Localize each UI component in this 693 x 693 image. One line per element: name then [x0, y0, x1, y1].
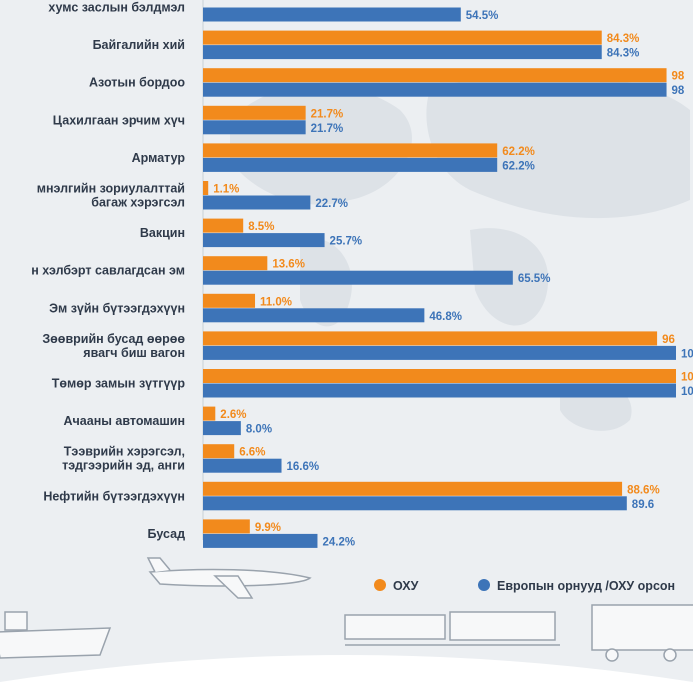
bar-europe [203, 157, 498, 172]
airplane-icon [146, 557, 312, 599]
value-label-russia: 88.6% [627, 484, 660, 496]
ship-icon [0, 611, 112, 659]
value-label-russia: 8.5% [248, 221, 274, 233]
category-label: мнэлгийн зориулалттай багаж хэрэгсэл [37, 182, 185, 210]
bar-russia [203, 256, 268, 271]
chart-legend: ОХУ Европын орнууд /ОХУ орсон [374, 579, 675, 593]
legend-russia-label: ОХУ [393, 579, 419, 593]
category-label: Зөөврийн бусад өөрөө явагч биш вагон [42, 332, 185, 360]
category-label: Нефтийн бүтээгдэхүүн [43, 489, 185, 503]
value-label-europe: 10 [681, 386, 693, 398]
category-label: Арматур [132, 151, 186, 165]
category-label: Бусад [148, 527, 186, 541]
value-label-russia: 98 [672, 71, 685, 83]
value-label-russia: 11.0% [260, 296, 292, 308]
value-label-russia: 96 [662, 334, 675, 346]
legend-europe-swatch [478, 579, 490, 591]
value-label-europe: 46.8% [429, 311, 462, 323]
value-label-russia: 2.6% [220, 409, 246, 421]
value-label-europe: 98 [672, 85, 685, 97]
value-label-europe: 24.2% [322, 536, 355, 548]
bar-europe [203, 383, 676, 398]
bar-russia [203, 218, 244, 233]
value-label-europe: 21.7% [311, 123, 344, 135]
bar-russia [203, 406, 216, 421]
value-label-russia: 13.6% [272, 259, 305, 271]
bar-russia [203, 143, 498, 158]
category-label: Төмөр замын зүтгүүр [52, 377, 186, 391]
bar-europe [203, 496, 627, 511]
ground-arc [0, 655, 693, 693]
bar-russia [203, 519, 250, 534]
bar-europe [203, 7, 461, 22]
train-icon [344, 611, 560, 646]
value-label-russia: 62.2% [502, 146, 535, 158]
value-label-russia: 84.3% [607, 33, 640, 45]
bar-russia [203, 293, 256, 308]
legend-russia-swatch [374, 579, 386, 591]
value-label-russia: 21.7% [311, 108, 344, 120]
truck-icon [591, 604, 693, 662]
bar-russia [203, 181, 209, 195]
bar-russia [203, 369, 676, 383]
category-label: хумс заслын бэлдмэл [48, 1, 185, 15]
value-label-europe: 25.7% [330, 236, 363, 248]
category-label: Байгалийн хий [93, 38, 185, 52]
bar-europe [203, 345, 676, 360]
bar-europe [203, 82, 667, 97]
category-label: Цахилгаан эрчим хүч [53, 113, 185, 127]
bar-europe [203, 308, 425, 323]
value-label-russia: 9.9% [255, 522, 281, 534]
category-label: Ачааны автомашин [64, 414, 185, 428]
bar-europe [203, 458, 282, 473]
value-label-europe: 89.6 [632, 499, 654, 511]
value-label-europe: 8.0% [246, 424, 272, 436]
category-label: Эм зүйн бүтээгдэхүүн [49, 301, 185, 315]
value-label-europe: 62.2% [502, 160, 535, 172]
bar-europe [203, 233, 325, 248]
bar-europe [203, 120, 306, 135]
bar-europe [203, 270, 513, 285]
value-label-europe: 22.7% [315, 198, 348, 210]
bar-russia [203, 444, 235, 459]
bar-russia [203, 105, 306, 120]
bar-russia [203, 481, 623, 496]
value-label-russia: 6.6% [239, 447, 265, 459]
value-label-russia: 10 [681, 372, 693, 384]
bar-europe [203, 533, 318, 548]
bars-layer [203, 7, 676, 548]
category-label: Вакцин [140, 226, 185, 240]
value-label-russia: 1.1% [213, 184, 239, 196]
value-label-europe: 84.3% [607, 48, 640, 60]
value-label-europe: 10 [681, 348, 693, 360]
bar-russia [203, 331, 658, 346]
bar-europe [203, 45, 602, 60]
bar-europe [203, 195, 311, 210]
legend-europe-label: Европын орнууд /ОХУ орсон [497, 579, 675, 593]
category-label: н хэлбэрт савлагдсан эм [31, 264, 185, 278]
labels-layer: хумс заслын бэлдмэл 54.5% Байгалийн хий 84.… [31, 1, 693, 549]
bar-russia [203, 30, 602, 45]
value-label-europe: 54.5% [466, 10, 499, 22]
value-label-europe: 16.6% [287, 461, 320, 473]
category-label: Азотын бордоо [89, 76, 185, 90]
bar-europe [203, 421, 241, 436]
category-label: Тээврийн хэрэгсэл, тэдгээрийн эд, анги [62, 445, 185, 473]
value-label-europe: 65.5% [518, 273, 551, 285]
bar-russia [203, 68, 667, 83]
